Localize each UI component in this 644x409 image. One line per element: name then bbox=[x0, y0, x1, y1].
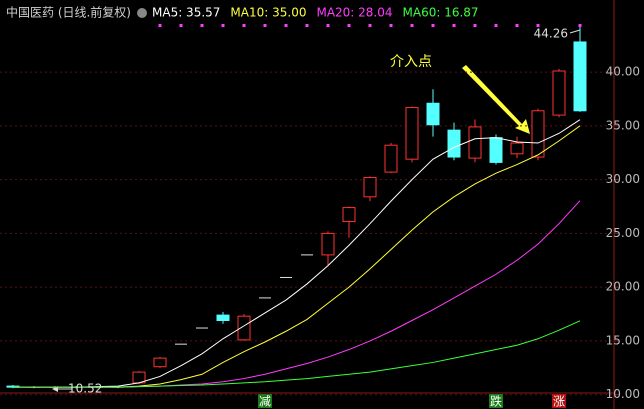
y-tick-label: 40.00 bbox=[606, 65, 640, 79]
top-marker bbox=[473, 24, 477, 27]
top-marker bbox=[368, 24, 372, 27]
top-marker bbox=[284, 24, 288, 27]
max-label: 44.26 bbox=[534, 27, 568, 41]
top-marker bbox=[515, 24, 519, 27]
legend-entry: MA60: 16.87 bbox=[403, 6, 479, 20]
candle-body bbox=[405, 107, 419, 160]
candle-body bbox=[552, 70, 566, 116]
candle-body bbox=[468, 126, 482, 159]
candle-body bbox=[384, 144, 398, 173]
signal-label: 减 bbox=[259, 395, 271, 409]
top-marker bbox=[410, 24, 414, 27]
ma-line bbox=[13, 320, 581, 388]
annotation: 介入点 bbox=[390, 54, 432, 70]
signal-box bbox=[489, 394, 503, 408]
top-marker bbox=[536, 24, 540, 27]
annotation-arrow bbox=[462, 65, 530, 134]
candle-body bbox=[531, 110, 545, 158]
signal-box bbox=[258, 394, 272, 408]
candle-body bbox=[510, 142, 524, 155]
candle-body bbox=[216, 314, 230, 321]
y-tick-label: 15.00 bbox=[606, 333, 640, 347]
candle-body bbox=[447, 129, 461, 158]
top-marker bbox=[494, 24, 498, 27]
top-marker bbox=[305, 24, 309, 27]
y-tick-label: 35.00 bbox=[606, 118, 640, 132]
legend-entry: MA10: 35.00 bbox=[230, 6, 306, 20]
candle-body bbox=[237, 315, 251, 341]
candle-body bbox=[153, 357, 167, 368]
top-marker bbox=[431, 24, 435, 27]
max-arrow bbox=[569, 29, 581, 34]
candle-body bbox=[573, 41, 587, 112]
chart-title: 中国医药 (日线.前复权) bbox=[6, 5, 131, 20]
top-marker bbox=[200, 24, 204, 27]
candle-body bbox=[321, 232, 335, 256]
top-marker bbox=[179, 24, 183, 27]
y-tick-label: 30.00 bbox=[606, 172, 640, 186]
signal-label: 跌 bbox=[490, 394, 502, 409]
candle-body bbox=[363, 176, 377, 198]
candle-body bbox=[342, 207, 356, 223]
top-marker bbox=[263, 24, 267, 27]
min-label: 10.52 bbox=[68, 382, 102, 396]
top-marker bbox=[158, 24, 162, 27]
legend-entry: MA20: 28.04 bbox=[316, 6, 392, 20]
top-marker bbox=[389, 24, 393, 27]
candle-body bbox=[489, 137, 503, 163]
top-marker bbox=[221, 24, 225, 27]
top-marker bbox=[452, 24, 456, 27]
signal-label: 涨 bbox=[553, 394, 565, 409]
ma-line bbox=[13, 125, 581, 388]
top-marker bbox=[326, 24, 330, 27]
ma-line bbox=[13, 119, 581, 388]
top-marker bbox=[578, 24, 582, 27]
y-tick-label: 25.00 bbox=[606, 226, 640, 240]
legend-entry: MA5: 35.57 bbox=[152, 6, 220, 20]
ma-line bbox=[13, 200, 581, 388]
y-tick-label: 20.00 bbox=[606, 280, 640, 294]
candle-body bbox=[426, 102, 440, 126]
top-marker bbox=[347, 24, 351, 27]
y-tick-label: 10.00 bbox=[606, 387, 640, 401]
signal-box bbox=[552, 394, 566, 408]
top-marker bbox=[242, 24, 246, 27]
info-icon[interactable] bbox=[137, 8, 147, 18]
